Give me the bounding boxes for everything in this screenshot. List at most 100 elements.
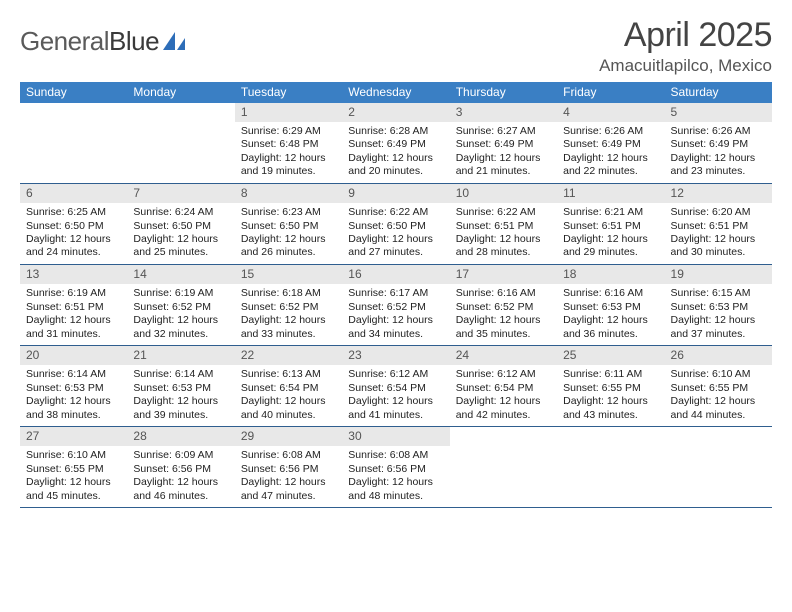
dow-cell: Monday bbox=[127, 82, 234, 103]
daylight-line: Daylight: 12 hoursand 48 minutes. bbox=[348, 476, 443, 503]
day-number: 28 bbox=[127, 427, 234, 446]
logo-text: GeneralBlue bbox=[20, 26, 159, 57]
sunset-line: Sunset: 6:50 PM bbox=[348, 220, 443, 233]
day-number: 1 bbox=[235, 103, 342, 122]
day-number: 6 bbox=[20, 184, 127, 203]
day-body: Sunrise: 6:11 AMSunset: 6:55 PMDaylight:… bbox=[557, 365, 664, 426]
day-number: 29 bbox=[235, 427, 342, 446]
sunrise-line: Sunrise: 6:24 AM bbox=[133, 206, 228, 219]
sunrise-line: Sunrise: 6:28 AM bbox=[348, 125, 443, 138]
day-number: 7 bbox=[127, 184, 234, 203]
sunrise-line: Sunrise: 6:26 AM bbox=[563, 125, 658, 138]
sunrise-line: Sunrise: 6:18 AM bbox=[241, 287, 336, 300]
day-cell: 16Sunrise: 6:17 AMSunset: 6:52 PMDayligh… bbox=[342, 265, 449, 345]
daylight-line: Daylight: 12 hoursand 33 minutes. bbox=[241, 314, 336, 341]
day-number: 26 bbox=[665, 346, 772, 365]
day-number: 27 bbox=[20, 427, 127, 446]
calendar: SundayMondayTuesdayWednesdayThursdayFrid… bbox=[20, 82, 772, 509]
daylight-line: Daylight: 12 hoursand 37 minutes. bbox=[671, 314, 766, 341]
day-cell-empty bbox=[557, 427, 664, 507]
daylight-line: Daylight: 12 hoursand 47 minutes. bbox=[241, 476, 336, 503]
logo-part2: Blue bbox=[109, 26, 159, 56]
day-cell: 30 Sunrise: 6:08 AMSunset: 6:56 PMDayligh… bbox=[342, 427, 449, 507]
logo-sail-icon bbox=[161, 30, 191, 54]
sunrise-line: Sunrise: 6:10 AM bbox=[26, 449, 121, 462]
day-number: 8 bbox=[235, 184, 342, 203]
day-cell: 24Sunrise: 6:12 AMSunset: 6:54 PMDayligh… bbox=[450, 346, 557, 426]
sunrise-line: Sunrise: 6:16 AM bbox=[456, 287, 551, 300]
day-cell-empty bbox=[127, 103, 234, 183]
day-number: 2 bbox=[342, 103, 449, 122]
sunrise-line: Sunrise: 6:14 AM bbox=[133, 368, 228, 381]
daylight-line: Daylight: 12 hoursand 31 minutes. bbox=[26, 314, 121, 341]
day-body: Sunrise: 6:12 AMSunset: 6:54 PMDaylight:… bbox=[450, 365, 557, 426]
day-cell-empty bbox=[665, 427, 772, 507]
day-body: Sunrise: 6:22 AMSunset: 6:50 PMDaylight:… bbox=[342, 203, 449, 264]
sunrise-line: Sunrise: 6:08 AM bbox=[241, 449, 336, 462]
header: GeneralBlue April 2025 Amacuitlapilco, M… bbox=[20, 18, 772, 76]
day-number: 23 bbox=[342, 346, 449, 365]
week-row: 1Sunrise: 6:29 AMSunset: 6:48 PMDaylight… bbox=[20, 103, 772, 184]
daylight-line: Daylight: 12 hoursand 25 minutes. bbox=[133, 233, 228, 260]
day-cell: 10Sunrise: 6:22 AMSunset: 6:51 PMDayligh… bbox=[450, 184, 557, 264]
week-row: 13Sunrise: 6:19 AMSunset: 6:51 PMDayligh… bbox=[20, 265, 772, 346]
sunset-line: Sunset: 6:50 PM bbox=[241, 220, 336, 233]
sunrise-line: Sunrise: 6:11 AM bbox=[563, 368, 658, 381]
week-row: 6Sunrise: 6:25 AMSunset: 6:50 PMDaylight… bbox=[20, 184, 772, 265]
sunrise-line: Sunrise: 6:16 AM bbox=[563, 287, 658, 300]
sunset-line: Sunset: 6:56 PM bbox=[348, 463, 443, 476]
day-cell: 4Sunrise: 6:26 AMSunset: 6:49 PMDaylight… bbox=[557, 103, 664, 183]
day-cell: 27Sunrise: 6:10 AMSunset: 6:55 PMDayligh… bbox=[20, 427, 127, 507]
daylight-line: Daylight: 12 hoursand 32 minutes. bbox=[133, 314, 228, 341]
sunset-line: Sunset: 6:54 PM bbox=[241, 382, 336, 395]
sunset-line: Sunset: 6:50 PM bbox=[133, 220, 228, 233]
sunset-line: Sunset: 6:51 PM bbox=[26, 301, 121, 314]
sunset-line: Sunset: 6:54 PM bbox=[348, 382, 443, 395]
sunrise-line: Sunrise: 6:14 AM bbox=[26, 368, 121, 381]
sunset-line: Sunset: 6:52 PM bbox=[348, 301, 443, 314]
daylight-line: Daylight: 12 hoursand 44 minutes. bbox=[671, 395, 766, 422]
day-cell: 1Sunrise: 6:29 AMSunset: 6:48 PMDaylight… bbox=[235, 103, 342, 183]
sunset-line: Sunset: 6:51 PM bbox=[671, 220, 766, 233]
sunrise-line: Sunrise: 6:25 AM bbox=[26, 206, 121, 219]
daylight-line: Daylight: 12 hoursand 35 minutes. bbox=[456, 314, 551, 341]
day-cell: 17Sunrise: 6:16 AMSunset: 6:52 PMDayligh… bbox=[450, 265, 557, 345]
day-number: 3 bbox=[450, 103, 557, 122]
day-body: Sunrise: 6:08 AMSunset: 6:56 PMDaylight:… bbox=[235, 446, 342, 507]
day-body: Sunrise: 6:13 AMSunset: 6:54 PMDaylight:… bbox=[235, 365, 342, 426]
week-row: 27Sunrise: 6:10 AMSunset: 6:55 PMDayligh… bbox=[20, 427, 772, 508]
sunrise-line: Sunrise: 6:08 AM bbox=[348, 449, 443, 462]
day-cell: 23Sunrise: 6:12 AMSunset: 6:54 PMDayligh… bbox=[342, 346, 449, 426]
day-number: 30 bbox=[342, 427, 449, 446]
month-title: April 2025 bbox=[599, 18, 772, 54]
sunrise-line: Sunrise: 6:29 AM bbox=[241, 125, 336, 138]
sunrise-line: Sunrise: 6:13 AM bbox=[241, 368, 336, 381]
day-body: Sunrise: 6:19 AMSunset: 6:51 PMDaylight:… bbox=[20, 284, 127, 345]
day-cell: 26Sunrise: 6:10 AMSunset: 6:55 PMDayligh… bbox=[665, 346, 772, 426]
day-cell: 18Sunrise: 6:16 AMSunset: 6:53 PMDayligh… bbox=[557, 265, 664, 345]
dow-cell: Thursday bbox=[450, 82, 557, 103]
dow-cell: Friday bbox=[557, 82, 664, 103]
day-cell: 6Sunrise: 6:25 AMSunset: 6:50 PMDaylight… bbox=[20, 184, 127, 264]
day-body: Sunrise: 6:09 AMSunset: 6:56 PMDaylight:… bbox=[127, 446, 234, 507]
day-number: 13 bbox=[20, 265, 127, 284]
day-body: Sunrise: 6:26 AMSunset: 6:49 PMDaylight:… bbox=[665, 122, 772, 183]
dow-cell: Sunday bbox=[20, 82, 127, 103]
daylight-line: Daylight: 12 hoursand 21 minutes. bbox=[456, 152, 551, 179]
sunrise-line: Sunrise: 6:22 AM bbox=[348, 206, 443, 219]
sunset-line: Sunset: 6:52 PM bbox=[456, 301, 551, 314]
day-body: Sunrise: 6:25 AMSunset: 6:50 PMDaylight:… bbox=[20, 203, 127, 264]
daylight-line: Daylight: 12 hoursand 34 minutes. bbox=[348, 314, 443, 341]
day-cell: 22Sunrise: 6:13 AMSunset: 6:54 PMDayligh… bbox=[235, 346, 342, 426]
daylight-line: Daylight: 12 hoursand 43 minutes. bbox=[563, 395, 658, 422]
daylight-line: Daylight: 12 hoursand 29 minutes. bbox=[563, 233, 658, 260]
day-of-week-header: SundayMondayTuesdayWednesdayThursdayFrid… bbox=[20, 82, 772, 103]
day-number: 15 bbox=[235, 265, 342, 284]
day-number: 25 bbox=[557, 346, 664, 365]
day-body: Sunrise: 6:20 AMSunset: 6:51 PMDaylight:… bbox=[665, 203, 772, 264]
sunset-line: Sunset: 6:49 PM bbox=[671, 138, 766, 151]
sunrise-line: Sunrise: 6:17 AM bbox=[348, 287, 443, 300]
daylight-line: Daylight: 12 hoursand 41 minutes. bbox=[348, 395, 443, 422]
day-number: 24 bbox=[450, 346, 557, 365]
day-cell: 8Sunrise: 6:23 AMSunset: 6:50 PMDaylight… bbox=[235, 184, 342, 264]
